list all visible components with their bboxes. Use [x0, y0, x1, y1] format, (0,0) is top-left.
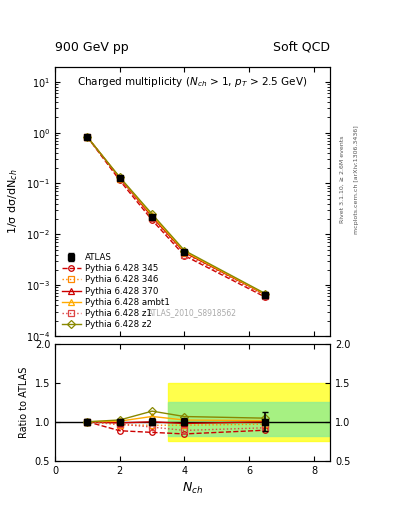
Text: mcplots.cern.ch [arXiv:1306.3436]: mcplots.cern.ch [arXiv:1306.3436]	[354, 125, 359, 233]
Pythia 6.428 z2	[150, 211, 154, 217]
Pythia 6.428 370	[263, 291, 268, 297]
Pythia 6.428 370	[182, 249, 187, 255]
Bar	[168, 402, 330, 436]
Pythia 6.428 345	[118, 177, 122, 183]
Pythia 6.428 346	[118, 176, 122, 182]
Pythia 6.428 346	[263, 292, 268, 298]
Line: Pythia 6.428 z1: Pythia 6.428 z1	[84, 134, 268, 299]
Pythia 6.428 ambt1	[182, 248, 187, 254]
Y-axis label: Ratio to ATLAS: Ratio to ATLAS	[19, 367, 29, 438]
Pythia 6.428 z2	[118, 174, 122, 180]
Pythia 6.428 ambt1	[263, 291, 268, 297]
Pythia 6.428 ambt1	[85, 134, 90, 140]
Pythia 6.428 370	[150, 214, 154, 220]
Pythia 6.428 z2	[85, 134, 90, 140]
Pythia 6.428 345	[182, 252, 187, 259]
Pythia 6.428 370	[118, 175, 122, 181]
Line: Pythia 6.428 345: Pythia 6.428 345	[84, 134, 268, 300]
Pythia 6.428 346	[85, 134, 90, 140]
Text: Soft QCD: Soft QCD	[273, 41, 330, 54]
Legend: ATLAS, Pythia 6.428 345, Pythia 6.428 346, Pythia 6.428 370, Pythia 6.428 ambt1,: ATLAS, Pythia 6.428 345, Pythia 6.428 34…	[59, 250, 173, 332]
Line: Pythia 6.428 370: Pythia 6.428 370	[84, 134, 268, 297]
Pythia 6.428 346	[182, 250, 187, 256]
Pythia 6.428 z1	[263, 293, 268, 300]
Pythia 6.428 ambt1	[150, 212, 154, 219]
Y-axis label: 1/σ dσ/dN$_{ch}$: 1/σ dσ/dN$_{ch}$	[7, 168, 20, 234]
Pythia 6.428 346	[150, 215, 154, 221]
Text: ATLAS_2010_S8918562: ATLAS_2010_S8918562	[148, 308, 237, 317]
Pythia 6.428 z1	[182, 251, 187, 258]
Text: Rivet 3.1.10, ≥ 2.6M events: Rivet 3.1.10, ≥ 2.6M events	[340, 136, 345, 223]
Pythia 6.428 z2	[182, 247, 187, 253]
Pythia 6.428 345	[85, 134, 90, 140]
Pythia 6.428 ambt1	[118, 175, 122, 181]
Pythia 6.428 z2	[263, 291, 268, 297]
Pythia 6.428 370	[85, 134, 90, 140]
Text: 900 GeV pp: 900 GeV pp	[55, 41, 129, 54]
Pythia 6.428 z1	[150, 216, 154, 222]
Line: Pythia 6.428 ambt1: Pythia 6.428 ambt1	[84, 134, 268, 297]
Pythia 6.428 z1	[85, 134, 90, 140]
Pythia 6.428 345	[150, 217, 154, 223]
Line: Pythia 6.428 z2: Pythia 6.428 z2	[84, 134, 268, 296]
Pythia 6.428 345	[263, 294, 268, 300]
Pythia 6.428 z1	[118, 175, 122, 181]
Bar	[168, 382, 330, 441]
Line: Pythia 6.428 346: Pythia 6.428 346	[84, 134, 268, 298]
Text: Charged multiplicity ($N_{ch}$ > 1, $p_T$ > 2.5 GeV): Charged multiplicity ($N_{ch}$ > 1, $p_T…	[77, 75, 308, 89]
X-axis label: $N_{ch}$: $N_{ch}$	[182, 481, 203, 496]
